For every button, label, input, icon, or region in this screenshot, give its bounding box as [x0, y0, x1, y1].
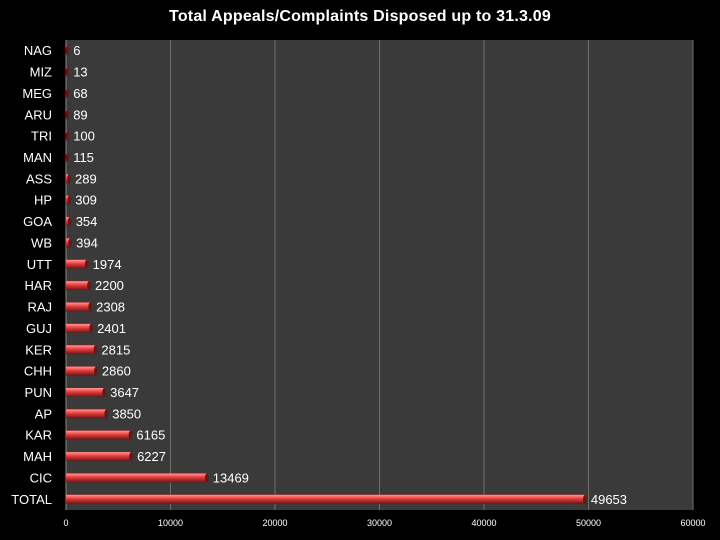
value-label: 49653 — [591, 492, 627, 507]
x-tick-label: 30000 — [367, 518, 392, 528]
category-label: GOA — [23, 214, 52, 229]
bar — [66, 494, 585, 504]
category-label: KER — [25, 342, 52, 357]
x-tick-label: 0 — [63, 518, 68, 528]
value-label: 6165 — [136, 428, 165, 443]
bar-end-cap — [65, 131, 69, 141]
bar-end-cap — [67, 174, 71, 184]
x-tick-label: 10000 — [158, 518, 183, 528]
category-label: RAJ — [27, 300, 52, 315]
value-label: 354 — [76, 214, 98, 229]
value-label: 2200 — [95, 278, 124, 293]
value-label: 2815 — [101, 342, 130, 357]
value-label: 1974 — [93, 257, 122, 272]
category-label: NAG — [24, 43, 52, 58]
category-label: CIC — [30, 470, 52, 485]
bar-end-cap — [93, 345, 98, 355]
value-label: 6 — [73, 43, 80, 58]
bar — [66, 302, 91, 312]
category-label: CHH — [24, 364, 52, 379]
bar-end-cap — [89, 323, 93, 333]
category-label: TOTAL — [11, 492, 52, 507]
bar-end-cap — [204, 473, 209, 483]
bar-end-cap — [104, 409, 109, 419]
value-label: 115 — [73, 150, 94, 165]
bar — [66, 345, 96, 355]
category-label: ASS — [26, 171, 52, 186]
chart-title: Total Appeals/Complaints Disposed up to … — [169, 8, 551, 25]
bar — [66, 238, 71, 248]
value-label: 3850 — [112, 406, 141, 421]
category-label: WB — [31, 235, 52, 250]
category-label: TRI — [31, 129, 52, 144]
category-label: MAN — [23, 150, 52, 165]
bar-end-cap — [65, 67, 69, 77]
value-label: 100 — [73, 129, 95, 144]
bar-end-cap — [128, 430, 133, 440]
value-label: 394 — [76, 235, 98, 250]
category-label: AP — [35, 406, 52, 421]
category-label: MIZ — [30, 65, 52, 80]
bar-end-cap — [65, 46, 69, 56]
category-label: ARU — [25, 107, 52, 122]
bar — [66, 388, 105, 397]
value-label: 289 — [75, 171, 97, 186]
bar-end-cap — [129, 452, 133, 462]
bar-end-cap — [65, 110, 69, 120]
bar-end-cap — [94, 366, 98, 376]
category-label: HP — [34, 193, 52, 208]
category-label: PUN — [25, 385, 52, 400]
value-label: 2308 — [96, 300, 125, 315]
x-tick-label: 60000 — [680, 518, 705, 528]
value-label: 2401 — [97, 321, 126, 336]
bar-end-cap — [68, 238, 72, 248]
bar-end-cap — [65, 88, 69, 98]
value-label: 13 — [73, 65, 87, 80]
bar — [66, 217, 70, 227]
bar-end-cap — [87, 281, 91, 291]
value-label: 309 — [75, 193, 97, 208]
category-label: MEG — [22, 86, 52, 101]
bar-end-cap — [102, 388, 106, 397]
bar-end-cap — [67, 195, 72, 205]
bar — [66, 323, 92, 333]
value-label: 6227 — [137, 449, 166, 464]
bar-end-cap — [583, 494, 587, 504]
category-label: GUJ — [26, 321, 52, 336]
value-label: 89 — [73, 107, 87, 122]
bar — [66, 409, 107, 419]
bar — [66, 259, 87, 269]
bar-end-cap — [67, 217, 72, 227]
x-tick-label: 40000 — [471, 518, 496, 528]
x-tick-label: 20000 — [262, 518, 287, 528]
bar — [66, 281, 89, 291]
bar — [66, 366, 96, 376]
value-label: 2860 — [102, 364, 131, 379]
bar-end-cap — [84, 259, 89, 269]
category-label: MAH — [23, 449, 52, 464]
category-label: KAR — [25, 428, 52, 443]
bar — [66, 452, 132, 462]
value-label: 68 — [73, 86, 87, 101]
value-label: 3647 — [110, 385, 139, 400]
category-label: UTT — [27, 257, 52, 272]
bar — [66, 430, 131, 440]
x-tick-label: 50000 — [576, 518, 601, 528]
bar-end-cap — [65, 153, 70, 162]
bar-end-cap — [88, 302, 92, 312]
bar — [66, 473, 207, 483]
category-label: HAR — [25, 278, 52, 293]
value-label: 13469 — [213, 470, 249, 485]
